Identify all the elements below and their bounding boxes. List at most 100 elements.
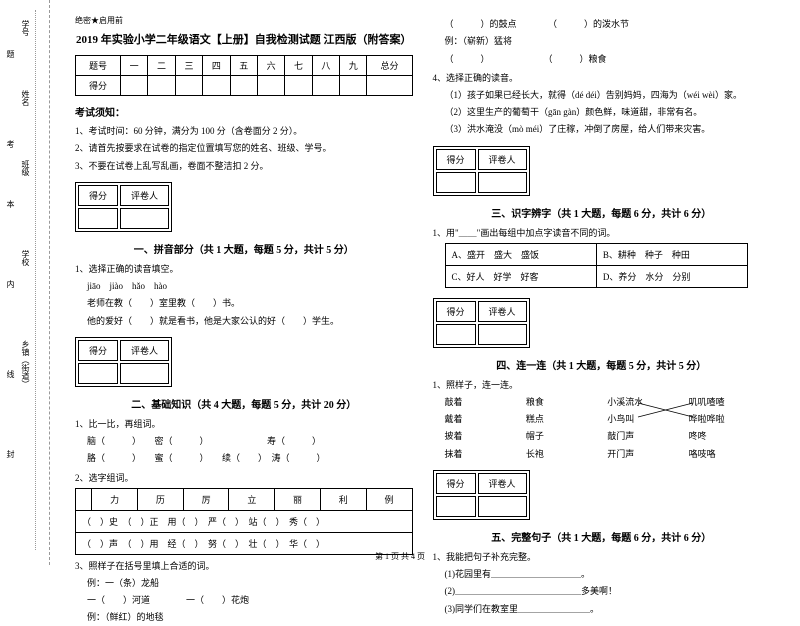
sb[interactable] [120, 363, 169, 384]
q: 1、我能把句子补充完整。 [433, 550, 771, 563]
th: 二 [148, 56, 175, 76]
th: 八 [312, 56, 339, 76]
sb[interactable] [78, 208, 118, 229]
section-5-title: 五、完整句子（共 1 大题，每题 6 分，共计 6 分） [433, 529, 771, 544]
line: 一（ ）河道 一（ ）花炮 [87, 593, 413, 608]
seal-char: 本 [5, 200, 16, 208]
td: 得分 [76, 76, 121, 96]
right-column: （ ）的鼓点 （ ）的泼水节 例：（崭新）猛将 （ ） （ ）粮食 4、选择正确… [423, 15, 781, 560]
sb: 得分 [436, 149, 476, 170]
sb[interactable] [436, 324, 476, 345]
line: 例：一（条）龙船 [87, 576, 413, 591]
binding-label: 乡镇（街道） [20, 340, 31, 388]
q: 2、选字组词。 [75, 471, 413, 484]
line: （3）洪水淹没（mò méi）了庄稼，冲倒了房屋，给人们带来灾害。 [445, 122, 771, 137]
td: 例 [366, 488, 412, 510]
td: 丽 [275, 488, 321, 510]
char-table: 力历厉立丽利例 （ ）史 （ ）正 用（ ） 严（ ） 站（ ） 秀（ ） （ … [75, 488, 413, 555]
sb: 得分 [78, 340, 118, 361]
th: 总分 [367, 56, 412, 76]
line: 老师在教（ ）室里教（ ）书。 [87, 296, 413, 311]
sb: 评卷人 [478, 149, 527, 170]
td: 立 [229, 488, 275, 510]
sb[interactable] [436, 496, 476, 517]
line: 例：（鲜红）的地毯 [87, 610, 413, 625]
binding-label: 学号 [20, 20, 31, 36]
td: A、盛开 盛大 盛饭 [445, 243, 596, 265]
th: 六 [257, 56, 284, 76]
sb[interactable] [478, 172, 527, 193]
td[interactable] [312, 76, 339, 96]
line: 例：（崭新）猛将 [445, 34, 771, 49]
td: B、耕种 种子 种田 [596, 243, 747, 265]
sb: 评卷人 [120, 185, 169, 206]
sb[interactable] [478, 496, 527, 517]
seal-char: 内 [5, 280, 16, 288]
td[interactable] [340, 76, 367, 96]
section-3-title: 三、识字辨字（共 1 大题，每题 6 分，共计 6 分） [433, 205, 771, 220]
th: 九 [340, 56, 367, 76]
line: 脑（ ） 密（ ） 寿（ ） [87, 434, 413, 449]
sb: 得分 [436, 473, 476, 494]
seal-char: 考 [5, 140, 16, 148]
td: 力 [92, 488, 138, 510]
seal-char: 封 [5, 450, 16, 458]
td[interactable] [230, 76, 257, 96]
td[interactable] [257, 76, 284, 96]
notice-item: 2、请首先按要求在试卷的指定位置填写您的姓名、班级、学号。 [75, 141, 413, 155]
sb: 得分 [78, 185, 118, 206]
match-line-icon [433, 395, 783, 465]
td[interactable] [203, 76, 230, 96]
line: （2）这里生产的葡萄干（gān gàn）颜色鲜，味道甜，非常有名。 [445, 105, 771, 120]
th: 四 [203, 56, 230, 76]
line: 他的爱好（ ）就是看书，他是大家公认的好（ ）学生。 [87, 314, 413, 329]
td[interactable] [120, 76, 147, 96]
binding-label: 学校 [20, 250, 31, 266]
section-1-title: 一、拼音部分（共 1 大题，每题 5 分，共计 5 分） [75, 241, 413, 256]
score-box: 得分评卷人 [433, 146, 530, 196]
line: (3)同学们在教室里＿＿＿＿＿＿＿＿。 [445, 602, 771, 617]
td[interactable] [367, 76, 412, 96]
confidential-tag: 绝密★启用前 [75, 15, 413, 26]
score-box: 得分评卷人 [75, 337, 172, 387]
word-table: A、盛开 盛大 盛饭B、耕种 种子 种田 C、好人 好学 好客D、养分 水分 分… [445, 243, 749, 288]
sb[interactable] [436, 172, 476, 193]
notice-title: 考试须知： [75, 104, 413, 119]
q: 1、比一比，再组词。 [75, 417, 413, 430]
score-box: 得分评卷人 [433, 298, 530, 348]
binding-margin: 学号 姓名 班级 学校 乡镇（街道） 题 考 本 内 线 封 [0, 0, 50, 565]
q: 1、照样子，连一连。 [433, 378, 771, 391]
line: （ ） （ ）粮食 [445, 52, 771, 67]
line: 胳（ ） 蜜（ ） 续（ ） 涛（ ） [87, 451, 413, 466]
score-box: 得分评卷人 [433, 470, 530, 520]
score-box: 得分评卷人 [75, 182, 172, 232]
sb[interactable] [478, 324, 527, 345]
seal-char: 线 [5, 370, 16, 378]
q: 4、选择正确的读音。 [433, 71, 771, 84]
line: （1）孩子如果已经长大，就得（dé déi）告别妈妈，四海为（wéi wèi）家… [445, 88, 771, 103]
sb: 得分 [436, 301, 476, 322]
line: (1)花园里有＿＿＿＿＿＿＿＿＿＿。 [445, 567, 771, 582]
td: C、好人 好学 好客 [445, 265, 596, 287]
pinyin: jiāo jiào hǎo hào [87, 279, 413, 294]
td[interactable] [285, 76, 312, 96]
sb: 评卷人 [478, 301, 527, 322]
th: 三 [175, 56, 202, 76]
sb[interactable] [78, 363, 118, 384]
sb[interactable] [120, 208, 169, 229]
th: 七 [285, 56, 312, 76]
dotline [35, 10, 36, 550]
seal-char: 题 [5, 50, 16, 58]
page-footer: 第 1 页 共 4 页 [375, 551, 425, 562]
line: （ ）的鼓点 （ ）的泼水节 [445, 17, 771, 32]
td [76, 488, 92, 510]
th: 五 [230, 56, 257, 76]
th: 题号 [76, 56, 121, 76]
sb: 评卷人 [478, 473, 527, 494]
binding-label: 姓名 [20, 90, 31, 106]
td: 厉 [183, 488, 229, 510]
notice-item: 1、考试时间：60 分钟，满分为 100 分（含卷面分 2 分）。 [75, 124, 413, 138]
td[interactable] [175, 76, 202, 96]
td[interactable] [148, 76, 175, 96]
td: 利 [320, 488, 366, 510]
